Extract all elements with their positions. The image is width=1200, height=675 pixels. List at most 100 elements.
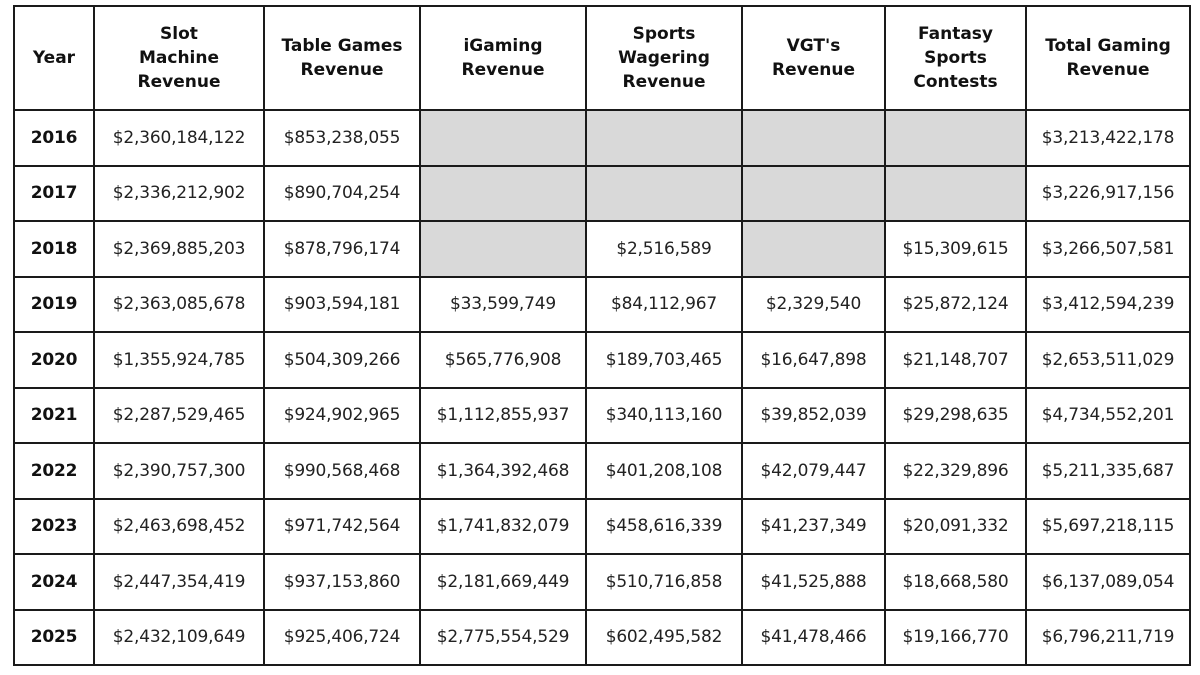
cell-fantasy-sports-contests xyxy=(884,109,1027,167)
cell-vgts-revenue xyxy=(741,220,886,278)
cell-vgts-revenue: $41,237,349 xyxy=(741,497,886,555)
table-row: 2022 $2,390,757,300 $990,568,468 $1,364,392… xyxy=(13,442,1191,500)
column-header-line: Machine xyxy=(138,48,220,68)
table-row: 2021 $2,287,529,465 $924,902,965 $1,112,855… xyxy=(13,386,1191,444)
cell-vgts-revenue: $41,525,888 xyxy=(741,553,886,611)
cell-sports-wagering-revenue: $340,113,160 xyxy=(585,386,743,444)
cell-slot-machine-revenue: $2,360,184,122 xyxy=(93,109,265,167)
table-row: 2025 $2,432,109,649 $925,406,724 $2,775,554… xyxy=(13,608,1191,666)
cell-table-games-revenue: $990,568,468 xyxy=(263,442,421,500)
cell-slot-machine-revenue: $2,432,109,649 xyxy=(93,608,265,666)
table-row: 2023 $2,463,698,452 $971,742,564 $1,741,832… xyxy=(13,497,1191,555)
cell-total-gaming-revenue: $2,653,511,029 xyxy=(1025,331,1191,389)
cell-igaming-revenue: $2,181,669,449 xyxy=(419,553,587,611)
cell-fantasy-sports-contests: $29,298,635 xyxy=(884,386,1027,444)
cell-igaming-revenue: $565,776,908 xyxy=(419,331,587,389)
cell-igaming-revenue: $1,741,832,079 xyxy=(419,497,587,555)
cell-sports-wagering-revenue xyxy=(585,109,743,167)
column-header-line: Table Games xyxy=(281,36,403,56)
column-header-year: Year xyxy=(13,5,95,111)
table-row: 2024 $2,447,354,419 $937,153,860 $2,181,669… xyxy=(13,553,1191,611)
cell-igaming-revenue xyxy=(419,220,587,278)
column-header-line: Sports xyxy=(632,24,696,44)
gaming-revenue-table: Year Slot Machine Revenue Table Games Revenue… xyxy=(13,5,1191,666)
column-header-line: Slot xyxy=(160,24,198,44)
cell-table-games-revenue: $937,153,860 xyxy=(263,553,421,611)
cell-slot-machine-revenue: $2,463,698,452 xyxy=(93,497,265,555)
column-header-total-gaming-revenue: Total Gaming Revenue xyxy=(1025,5,1191,111)
cell-table-games-revenue: $903,594,181 xyxy=(263,275,421,333)
table-row: 2019 $2,363,085,678 $903,594,181 $33,599,74… xyxy=(13,275,1191,333)
column-header-line: Revenue xyxy=(300,60,384,80)
cell-slot-machine-revenue: $2,363,085,678 xyxy=(93,275,265,333)
cell-table-games-revenue: $971,742,564 xyxy=(263,497,421,555)
cell-fantasy-sports-contests: $15,309,615 xyxy=(884,220,1027,278)
year-cell: 2024 xyxy=(13,553,95,611)
cell-total-gaming-revenue: $3,213,422,178 xyxy=(1025,109,1191,167)
cell-total-gaming-revenue: $5,211,335,687 xyxy=(1025,442,1191,500)
column-header-line: Sports xyxy=(924,48,987,68)
column-header-line: Revenue xyxy=(622,72,706,92)
cell-total-gaming-revenue: $6,796,211,719 xyxy=(1025,608,1191,666)
column-header-line: Wagering xyxy=(618,48,710,68)
cell-vgts-revenue xyxy=(741,164,886,222)
cell-table-games-revenue: $925,406,724 xyxy=(263,608,421,666)
column-header-sports-wagering-revenue: Sports Wagering Revenue xyxy=(585,5,743,111)
cell-igaming-revenue xyxy=(419,109,587,167)
cell-total-gaming-revenue: $5,697,218,115 xyxy=(1025,497,1191,555)
cell-total-gaming-revenue: $3,266,507,581 xyxy=(1025,220,1191,278)
cell-sports-wagering-revenue: $84,112,967 xyxy=(585,275,743,333)
cell-total-gaming-revenue: $4,734,552,201 xyxy=(1025,386,1191,444)
cell-vgts-revenue xyxy=(741,109,886,167)
cell-slot-machine-revenue: $2,390,757,300 xyxy=(93,442,265,500)
cell-slot-machine-revenue: $1,355,924,785 xyxy=(93,331,265,389)
cell-sports-wagering-revenue: $2,516,589 xyxy=(585,220,743,278)
cell-table-games-revenue: $890,704,254 xyxy=(263,164,421,222)
cell-table-games-revenue: $853,238,055 xyxy=(263,109,421,167)
table-row: 2020 $1,355,924,785 $504,309,266 $565,776,9… xyxy=(13,331,1191,389)
column-header-line: Fantasy xyxy=(918,24,993,44)
cell-table-games-revenue: $878,796,174 xyxy=(263,220,421,278)
column-header-vgts-revenue: VGT's Revenue xyxy=(741,5,886,111)
cell-fantasy-sports-contests: $21,148,707 xyxy=(884,331,1027,389)
year-cell: 2017 xyxy=(13,164,95,222)
column-header-line: Year xyxy=(32,48,76,68)
cell-igaming-revenue: $2,775,554,529 xyxy=(419,608,587,666)
cell-fantasy-sports-contests: $20,091,332 xyxy=(884,497,1027,555)
table-row: 2017 $2,336,212,902 $890,704,254 $3,226,917… xyxy=(13,164,1191,222)
cell-vgts-revenue: $42,079,447 xyxy=(741,442,886,500)
cell-slot-machine-revenue: $2,369,885,203 xyxy=(93,220,265,278)
year-cell: 2016 xyxy=(13,109,95,167)
cell-vgts-revenue: $41,478,466 xyxy=(741,608,886,666)
cell-total-gaming-revenue: $3,412,594,239 xyxy=(1025,275,1191,333)
cell-slot-machine-revenue: $2,287,529,465 xyxy=(93,386,265,444)
cell-igaming-revenue: $1,364,392,468 xyxy=(419,442,587,500)
column-header-line: Contests xyxy=(913,72,998,92)
cell-igaming-revenue xyxy=(419,164,587,222)
cell-sports-wagering-revenue: $510,716,858 xyxy=(585,553,743,611)
column-header-fantasy-sports-contests: Fantasy Sports Contests xyxy=(884,5,1027,111)
table-row: 2018 $2,369,885,203 $878,796,174 $2,516,589… xyxy=(13,220,1191,278)
table-row: 2016 $2,360,184,122 $853,238,055 $3,213,422… xyxy=(13,109,1191,167)
cell-slot-machine-revenue: $2,336,212,902 xyxy=(93,164,265,222)
cell-fantasy-sports-contests: $25,872,124 xyxy=(884,275,1027,333)
cell-table-games-revenue: $924,902,965 xyxy=(263,386,421,444)
year-cell: 2025 xyxy=(13,608,95,666)
column-header-line: Revenue xyxy=(1066,60,1150,80)
year-cell: 2018 xyxy=(13,220,95,278)
column-header-table-games-revenue: Table Games Revenue xyxy=(263,5,421,111)
column-header-line: VGT's xyxy=(786,36,841,56)
cell-igaming-revenue: $33,599,749 xyxy=(419,275,587,333)
cell-sports-wagering-revenue: $458,616,339 xyxy=(585,497,743,555)
year-cell: 2019 xyxy=(13,275,95,333)
year-cell: 2020 xyxy=(13,331,95,389)
table-body: 2016 $2,360,184,122 $853,238,055 $3,213,422… xyxy=(13,109,1191,666)
table-header: Year Slot Machine Revenue Table Games Revenue… xyxy=(13,5,1191,111)
year-cell: 2023 xyxy=(13,497,95,555)
column-header-line: Revenue xyxy=(461,60,545,80)
header-row: Year Slot Machine Revenue Table Games Revenue… xyxy=(13,5,1191,111)
cell-fantasy-sports-contests: $19,166,770 xyxy=(884,608,1027,666)
cell-total-gaming-revenue: $3,226,917,156 xyxy=(1025,164,1191,222)
cell-total-gaming-revenue: $6,137,089,054 xyxy=(1025,553,1191,611)
cell-fantasy-sports-contests xyxy=(884,164,1027,222)
